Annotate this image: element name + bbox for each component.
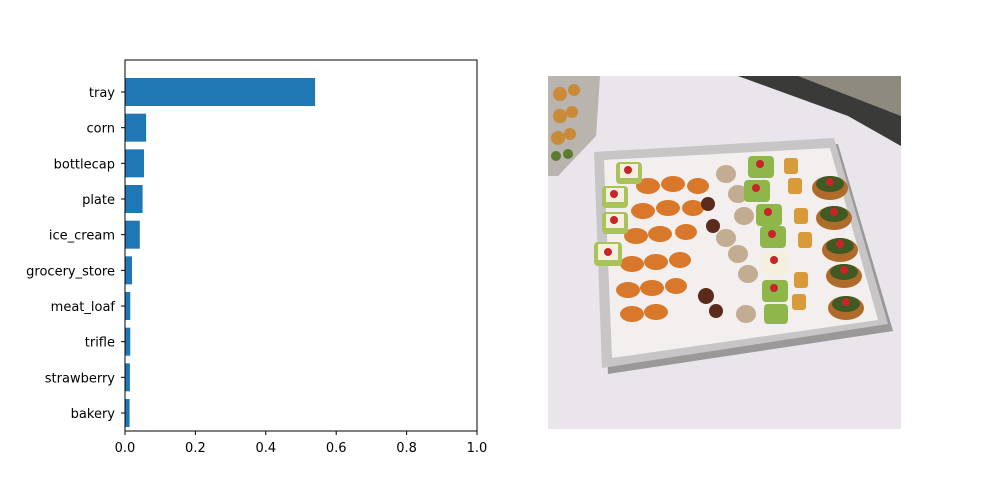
y-tick-label-corn: corn [87,122,115,137]
y-tick-label-meat_loaf: meat_loaf [51,300,116,315]
y-tick-label-bakery: bakery [71,407,116,422]
y-tick-label-ice_cream: ice_cream [49,229,115,244]
bar-plate [125,185,143,213]
bar-bottlecap [125,149,145,178]
x-tick-label: 0.2 [185,441,206,456]
bar-strawberry [125,363,130,392]
y-tick-label-bottlecap: bottlecap [54,157,115,172]
bar-tray [125,78,316,106]
bar-corn [125,113,147,142]
y-tick-label-strawberry: strawberry [45,371,116,386]
bar-chart: tray corn bottlecap plate ice_cream grocery_s… [26,59,488,456]
axes-frame [124,59,478,432]
x-tick-label: 0.8 [396,441,417,456]
bar-meat_loaf [125,292,131,320]
bars-group [125,78,316,427]
y-tick-label-trifle: trifle [85,336,115,351]
x-tick-label: 0.0 [115,441,136,456]
bar-trifle [125,327,131,356]
bar-ice_cream [125,220,140,249]
x-tick-label: 0.4 [255,441,276,456]
y-axis-ticks: tray corn bottlecap plate ice_cream grocery_s… [26,86,125,422]
x-axis-ticks: 0.0 0.2 0.4 0.6 0.8 1.0 [115,431,488,456]
y-tick-label-plate: plate [82,193,115,208]
bar-bakery [125,399,130,427]
food-platter-photo [548,76,901,429]
y-tick-label-grocery_store: grocery_store [26,264,115,279]
x-tick-label: 1.0 [467,441,488,456]
y-tick-label-tray: tray [89,86,115,101]
x-tick-label: 0.6 [326,441,347,456]
bar-grocery_store [125,256,133,285]
